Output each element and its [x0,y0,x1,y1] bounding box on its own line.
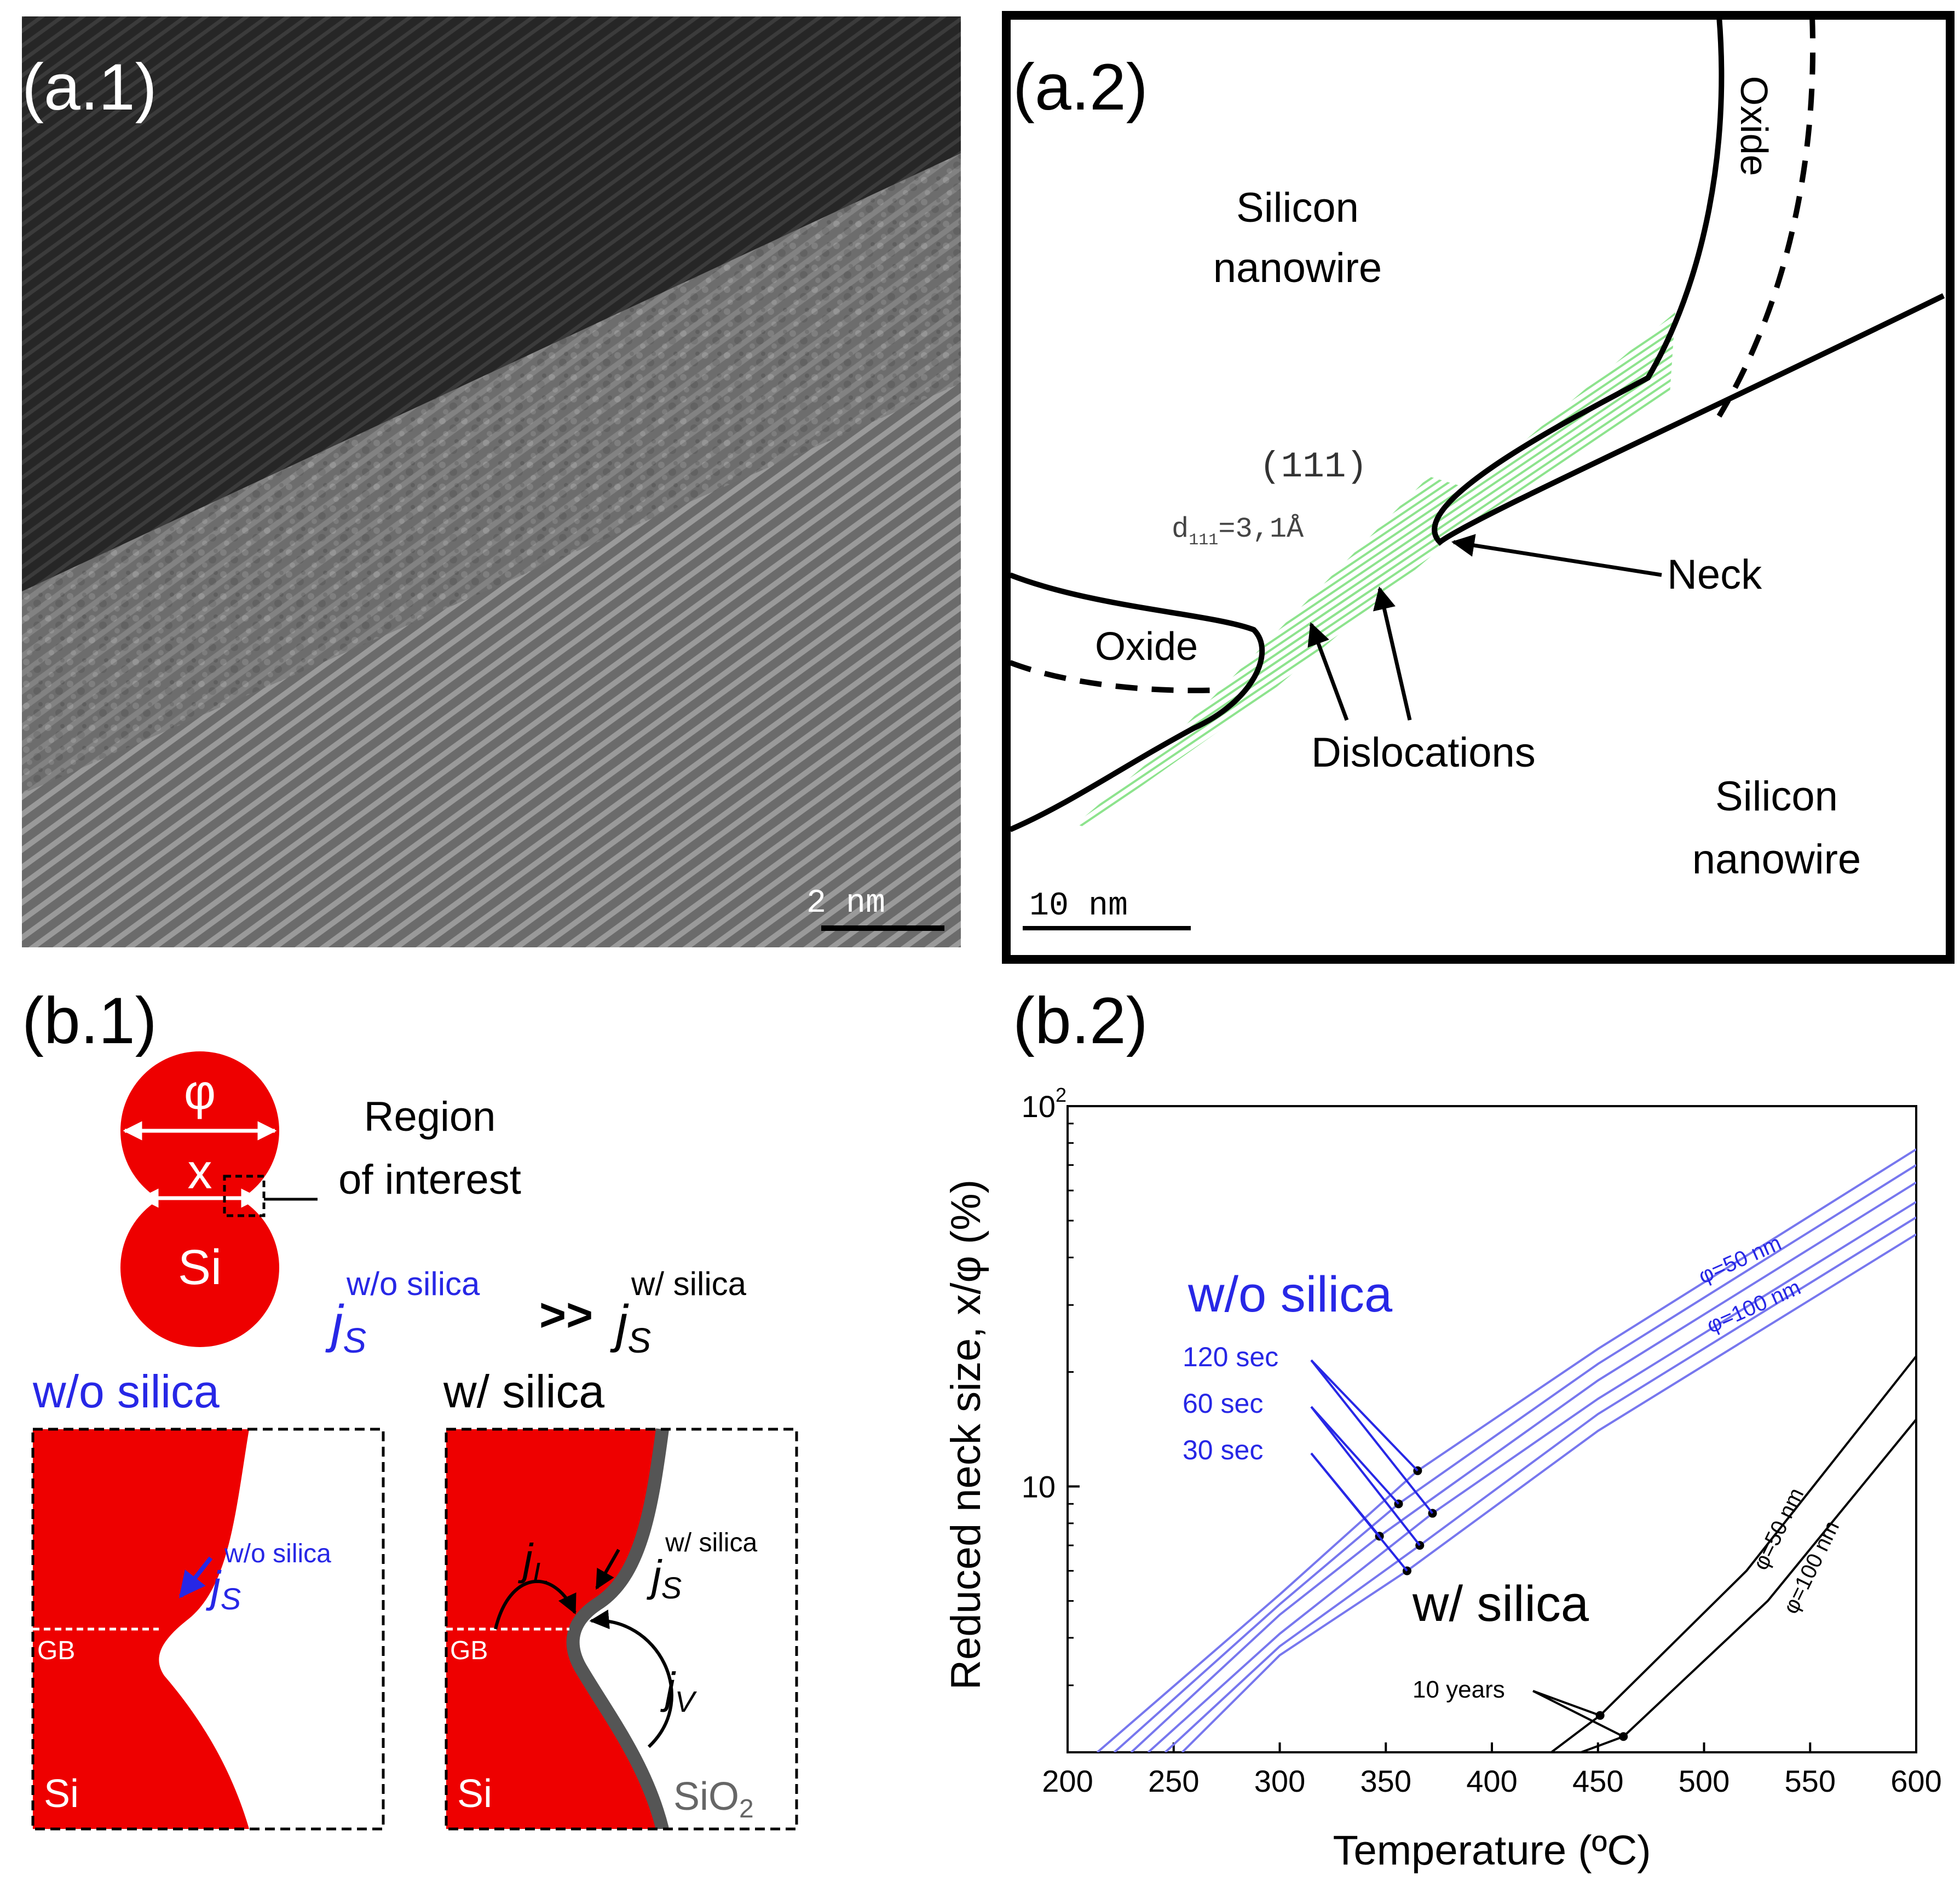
plot-frame [1067,1105,1917,1753]
time-label-120: 120 sec [1183,1342,1278,1372]
neck-label: Neck [1667,551,1762,598]
x-tick-label-450: 450 [1572,1764,1623,1798]
x-tick-label-550: 550 [1785,1764,1836,1798]
years-leader-6 [1532,1690,1601,1717]
gb-label-with: GB [450,1636,488,1665]
lattice-flux-arrow [494,1580,577,1630]
si-label-without: Si [44,1772,79,1816]
vapor-flux-arrow [589,1609,673,1748]
scale-bar-label-a2: 10 nm [1029,888,1128,925]
title-with-silica: w/ silica [443,1366,604,1417]
x-tick-label-250: 250 [1148,1764,1199,1798]
x-tick-label-500: 500 [1679,1764,1730,1798]
y-axis-label: Reduced neck size, x/φ (%) [943,1180,989,1690]
series-line-7 [1581,1418,1916,1752]
panel-label-a1: (a.1) [22,50,157,124]
oxide-top-label: Oxide [1733,76,1775,176]
dislocation-band-core [1177,476,1484,734]
time-leader-3 [1310,1359,1434,1514]
time-leader-4 [1310,1406,1421,1546]
silicon-nanowire-bottom-line2: nanowire [1692,836,1861,883]
surface-flux-arrow-with [595,1549,620,1590]
panel-a2: (a.2) Silicon nanowire Oxide (111) d111=… [1002,11,1955,964]
years-leader-7 [1532,1690,1624,1738]
panel-label-b2: (b.2) [1013,984,1148,1057]
much-greater: >> [539,1289,593,1341]
x-tick-label-200: 200 [1042,1764,1093,1798]
js-without-label: jSw/o silica [206,1539,331,1616]
panel-label-b1: (b.1) [22,984,157,1057]
si-particle-label: Si [178,1240,222,1295]
dislocation-arrow-2 [1373,586,1412,721]
phi-symbol: φ [184,1065,216,1120]
y-tick-label-100: 102 [1022,1084,1067,1124]
region-label-line1: Region [364,1094,496,1140]
js-with-label: jSw/ silica [647,1528,757,1605]
silicon-nanowire-top-line2: nanowire [1213,245,1382,291]
time-label-30: 30 sec [1183,1435,1263,1465]
plane-label: (111) [1259,446,1368,487]
panel-a1: (a.1) 2 nm [22,16,961,947]
ten-years-label: 10 years [1413,1676,1505,1703]
time-label-60: 60 sec [1183,1388,1263,1419]
panel-b1: (b.1) φ x Si Region of interest jSw/o si… [22,984,798,1831]
sio2-label: SiO2 [673,1775,754,1823]
panel-label-a2: (a.2) [1013,50,1148,124]
dislocations-label: Dislocations [1311,729,1536,776]
x-symbol: x [188,1144,212,1199]
lower-oxide-dashed [1009,660,1221,693]
time-leader-0 [1310,1359,1419,1472]
plot-markers [1310,1359,1628,1741]
x-tick-label-300: 300 [1254,1764,1305,1798]
series-line-6 [1550,1355,1916,1752]
silicon-nanowire-top-line1: Silicon [1236,185,1359,231]
silicon-nanowire-bottom-line1: Silicon [1715,773,1838,820]
time-leader-5 [1310,1452,1408,1572]
oxide-left-label: Oxide [1095,625,1198,669]
flux-without-silica: jSw/o silica [325,1265,480,1360]
x-axis-label: Temperature (ºC) [1333,1827,1651,1874]
si-label-with: Si [457,1772,492,1816]
spacing-label: d111=3,1Å [1172,513,1304,550]
tem-dark-region [22,16,961,591]
plot-ticks: 200 250 300 350 400 450 500 550 600 10 102 [1022,1084,1942,1798]
scale-bar-label-a1: 2 nm [806,885,885,922]
jv-label: jV [660,1664,697,1718]
y-tick-label-10: 10 [1022,1470,1056,1504]
x-tick-label-350: 350 [1361,1764,1411,1798]
si-grain-with [446,1429,662,1829]
x-tick-label-600: 600 [1890,1764,1941,1798]
title-without-silica: w/o silica [32,1366,220,1417]
zoom-box-with [445,1428,798,1831]
region-label-line2: of interest [338,1157,521,1203]
w-silica-annotation: w/ silica [1412,1576,1589,1632]
phi50-blue-label: φ=50 nm [1695,1231,1785,1288]
lower-nanowire-boundary [1009,572,1265,832]
zoom-box-without [31,1428,385,1831]
particle-bottom [120,1188,279,1347]
upper-nanowire-boundary [1432,16,1945,546]
sio2-layer [566,1428,669,1829]
flux-with-silica: jSw/ silica [610,1265,747,1360]
tem-amorphous-band [22,153,961,794]
surface-flux-arrow-without [178,1556,213,1598]
neck-arrow [1451,534,1662,577]
si-grain-without [33,1429,249,1829]
panel-b2: (b.2) 200 250 300 350 400 450 500 550 600 10 102 w… [943,984,1942,1874]
time-leader-1 [1310,1406,1399,1505]
x-tick-label-400: 400 [1466,1764,1517,1798]
gb-label-without: GB [37,1636,75,1665]
region-box [223,1175,266,1217]
dislocation-arrow-1 [1307,622,1349,721]
wo-silica-annotation: w/o silica [1187,1267,1393,1322]
